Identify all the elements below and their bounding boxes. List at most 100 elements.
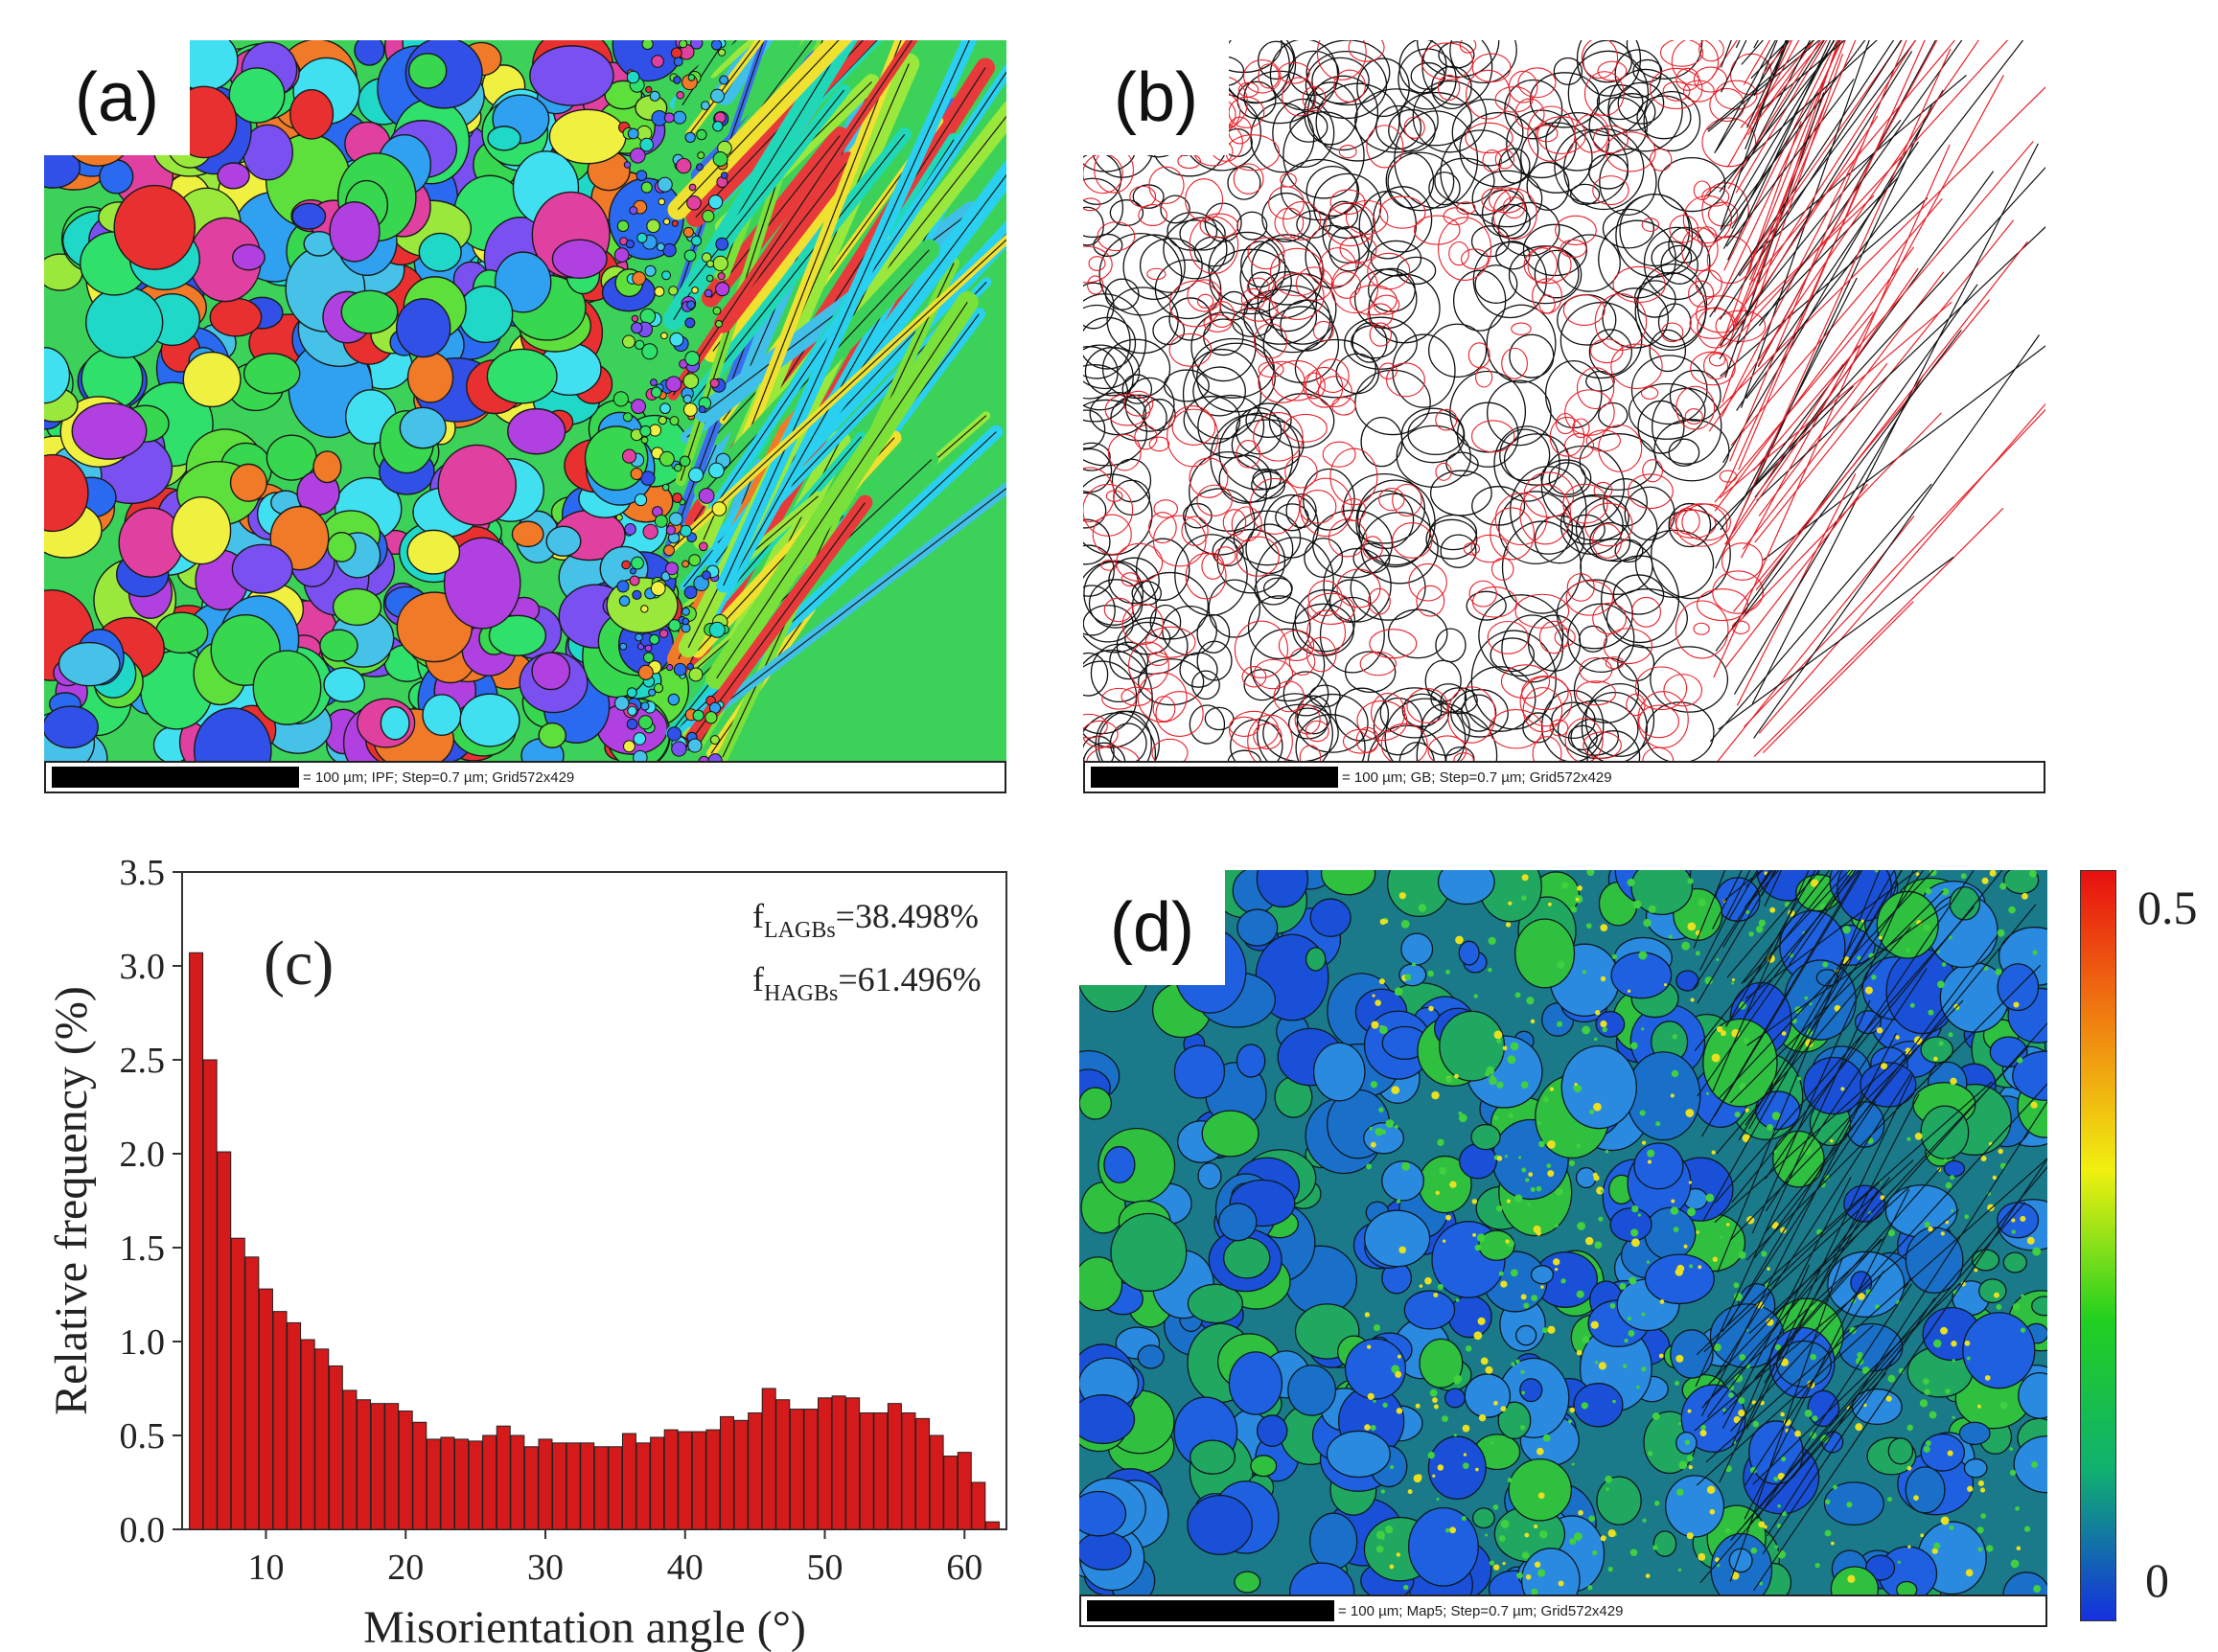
- low-angle-boundary: [1680, 227, 1719, 272]
- high-angle-boundary: [1261, 192, 1311, 242]
- low-angle-boundary: [1369, 322, 1392, 347]
- low-angle-boundary: [1594, 292, 1648, 352]
- strain-spot: [1685, 1109, 1695, 1117]
- strain-spot: [1500, 1406, 1507, 1412]
- strain-spot: [1966, 1356, 1971, 1361]
- high-angle-boundary: [1122, 234, 1186, 301]
- strain-spot: [1923, 1445, 1930, 1453]
- strain-spot: [1767, 1267, 1770, 1271]
- high-angle-boundary: [1354, 88, 1439, 153]
- grain: [1103, 1145, 1136, 1184]
- low-angle-boundary: [1222, 509, 1247, 537]
- strain-spot: [1929, 870, 1937, 877]
- fine-grain: [642, 523, 658, 540]
- grain-boundary: [1767, 1100, 2047, 1537]
- grain-boundary: [1729, 999, 1964, 1242]
- high-angle-boundary: [1182, 348, 1262, 440]
- strain-spot: [1364, 1312, 1371, 1318]
- fine-grain: [640, 470, 656, 486]
- low-angle-boundary: [1273, 680, 1305, 713]
- strain-spot: [1857, 1351, 1863, 1358]
- high-angle-boundary: [1649, 329, 1687, 373]
- strain-spot: [1940, 1231, 1945, 1236]
- high-angle-boundary: [1722, 40, 1835, 249]
- fine-grain: [630, 467, 643, 481]
- strain-spot: [1781, 1457, 1787, 1462]
- fine-grain: [696, 128, 707, 141]
- low-angle-boundary: [1579, 656, 1613, 684]
- high-angle-boundary: [1498, 491, 1574, 564]
- grain: [1978, 1278, 2007, 1304]
- low-angle-boundary: [1341, 497, 1367, 522]
- low-angle-boundary: [1416, 585, 1445, 617]
- grain: [1633, 1142, 1684, 1190]
- low-angle-boundary: [1470, 534, 1509, 563]
- low-angle-boundary: [1282, 77, 1317, 117]
- fine-grain: [627, 127, 639, 140]
- fine-grain: [668, 619, 682, 632]
- fine-grain: [715, 237, 729, 251]
- low-angle-boundary: [1554, 628, 1576, 647]
- low-angle-boundary: [1675, 503, 1728, 547]
- strain-spot: [1519, 1425, 1526, 1431]
- grain: [1748, 1420, 1804, 1485]
- x-tick-label: 40: [667, 1548, 704, 1588]
- strain-spot: [1925, 887, 1932, 895]
- strain-spot: [1390, 1465, 1395, 1470]
- low-angle-boundary: [1253, 323, 1288, 359]
- strain-spot: [1461, 1516, 1467, 1522]
- strain-spot: [1686, 1532, 1694, 1540]
- histogram-bar: [915, 1417, 931, 1530]
- high-angle-boundary: [1551, 701, 1596, 740]
- fine-grain: [688, 554, 702, 567]
- strain-spot: [1755, 925, 1764, 933]
- histogram-bar: [691, 1431, 706, 1530]
- y-tick-label: 1.0: [120, 1322, 166, 1363]
- fine-grain: [649, 633, 660, 645]
- grain-boundary: [716, 302, 968, 679]
- high-angle-boundary: [1758, 75, 1967, 251]
- fine-grain: [612, 391, 629, 407]
- strain-spot: [2032, 950, 2038, 955]
- grain: [551, 239, 608, 280]
- low-angle-boundary: [1501, 347, 1528, 379]
- grain: [1398, 963, 1427, 987]
- strain-spot: [1531, 1588, 1538, 1595]
- fine-grain: [687, 738, 703, 753]
- grain-boundary: [723, 40, 970, 586]
- strain-spot: [1947, 1450, 1953, 1457]
- low-angle-boundary: [1088, 256, 1106, 271]
- grain: [1256, 870, 1309, 908]
- low-angle-boundary: [1305, 366, 1344, 408]
- high-angle-boundary: [1758, 40, 1963, 327]
- strain-spot: [1630, 1238, 1640, 1248]
- low-angle-boundary: [1152, 696, 1176, 723]
- low-angle-boundary: [1698, 40, 1724, 62]
- high-angle-boundary: [1387, 151, 1455, 212]
- strain-spot: [1794, 1430, 1801, 1437]
- low-angle-boundary: [1744, 408, 2045, 728]
- strain-spot: [1974, 1268, 1978, 1273]
- grain: [459, 693, 520, 747]
- strain-spot: [1582, 970, 1587, 975]
- strain-spot: [1925, 1440, 1931, 1447]
- fine-grain: [702, 210, 715, 223]
- strain-spot: [1756, 1301, 1764, 1309]
- scalebar-text: = 100 µm; Map5; Step=0.7 µm; Grid572x429: [1338, 1602, 1624, 1619]
- low-angle-boundary: [1661, 322, 1684, 343]
- strain-spot: [1678, 1460, 1688, 1470]
- high-angle-boundary: [1754, 40, 1812, 148]
- low-angle-boundary: [1362, 536, 1383, 560]
- fine-grain: [637, 715, 654, 730]
- high-angle-boundary: [1344, 316, 1418, 370]
- high-angle-boundary: [1254, 285, 1331, 354]
- low-angle-boundary: [1330, 262, 1378, 314]
- strain-spot: [1526, 997, 1535, 1005]
- high-angle-boundary: [1626, 40, 1703, 80]
- grain: [1962, 1312, 2036, 1389]
- low-angle-boundary: [1597, 60, 1628, 81]
- grain: [1344, 1338, 1407, 1400]
- high-angle-boundary: [1709, 483, 1932, 743]
- grain: [327, 532, 357, 562]
- grain: [1187, 1494, 1253, 1555]
